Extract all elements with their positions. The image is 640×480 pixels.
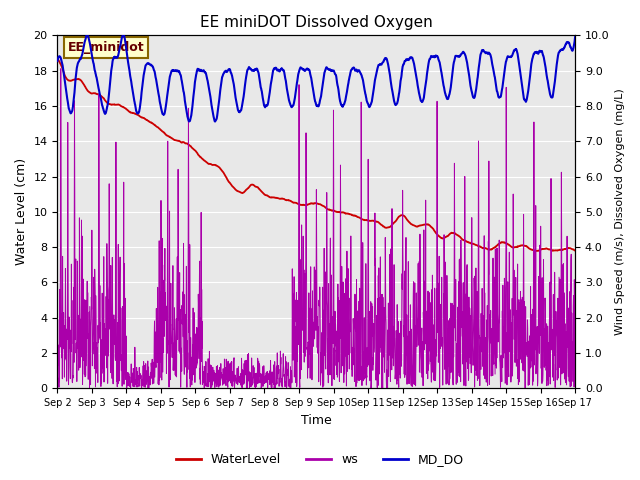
WaterLevel	[461, 238, 469, 243]
MD_DO	[54, 58, 61, 64]
MD_DO	[80, 44, 88, 50]
WaterLevel	[54, 57, 61, 62]
MD_DO	[292, 87, 300, 93]
ws	[305, 305, 313, 311]
WaterLevel	[532, 248, 540, 254]
WaterLevel	[557, 247, 564, 252]
MD_DO	[572, 34, 579, 40]
WaterLevel	[305, 201, 313, 207]
WaterLevel	[80, 82, 88, 88]
ws	[292, 380, 300, 385]
Title: EE miniDOT Dissolved Oxygen: EE miniDOT Dissolved Oxygen	[200, 15, 433, 30]
MD_DO	[557, 48, 564, 53]
MD_DO	[211, 119, 219, 124]
MD_DO	[557, 48, 564, 53]
Y-axis label: Wind Speed (m/s), Dissolved Oxygen (mg/L): Wind Speed (m/s), Dissolved Oxygen (mg/L…	[615, 88, 625, 335]
ws	[557, 276, 564, 282]
X-axis label: Time: Time	[301, 414, 332, 427]
ws	[521, 385, 529, 391]
WaterLevel	[557, 247, 564, 252]
Legend: WaterLevel, ws, MD_DO: WaterLevel, ws, MD_DO	[171, 448, 469, 471]
ws	[54, 356, 61, 361]
MD_DO	[83, 33, 90, 38]
WaterLevel	[54, 56, 61, 62]
Line: WaterLevel: WaterLevel	[58, 59, 575, 251]
Line: MD_DO: MD_DO	[58, 36, 575, 121]
MD_DO	[306, 68, 314, 74]
Text: EE_minidot: EE_minidot	[68, 41, 145, 54]
ws	[461, 343, 469, 349]
ws	[80, 297, 88, 302]
WaterLevel	[572, 248, 579, 253]
Line: ws: ws	[58, 69, 575, 388]
Y-axis label: Water Level (cm): Water Level (cm)	[15, 158, 28, 265]
ws	[57, 66, 65, 72]
ws	[557, 382, 564, 388]
ws	[572, 370, 579, 376]
MD_DO	[461, 53, 469, 59]
WaterLevel	[292, 200, 300, 206]
